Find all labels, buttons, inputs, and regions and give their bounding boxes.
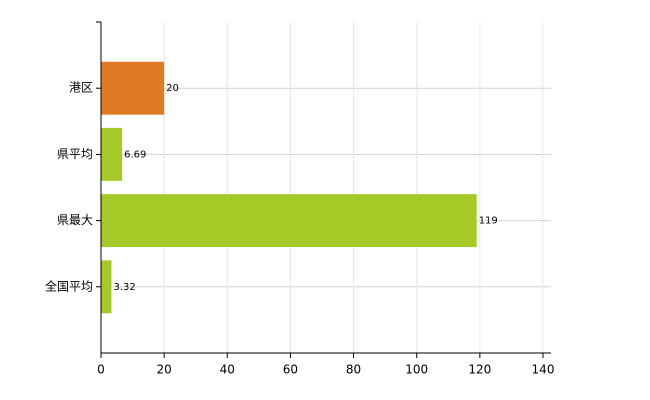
x-tick-label: 140	[532, 363, 555, 377]
x-tick-label: 120	[468, 363, 491, 377]
x-tick-label: 100	[405, 363, 428, 377]
x-tick-label: 60	[283, 363, 298, 377]
x-tick-label: 80	[346, 363, 361, 377]
bar	[101, 194, 477, 248]
y-tick-label: 県最大	[57, 213, 93, 227]
x-tick-label: 40	[220, 363, 235, 377]
y-tick-label: 港区	[69, 81, 93, 95]
bar	[101, 127, 123, 181]
value-label: 6.69	[124, 149, 146, 160]
y-tick-label: 県平均	[57, 147, 93, 161]
x-tick-label: 0	[97, 363, 105, 377]
value-label: 3.32	[113, 282, 135, 293]
bar	[101, 61, 165, 115]
value-label: 119	[479, 216, 498, 227]
bar	[101, 260, 112, 314]
y-tick-label: 全国平均	[45, 278, 93, 293]
x-tick-label: 20	[157, 363, 172, 377]
value-label: 20	[166, 83, 179, 94]
